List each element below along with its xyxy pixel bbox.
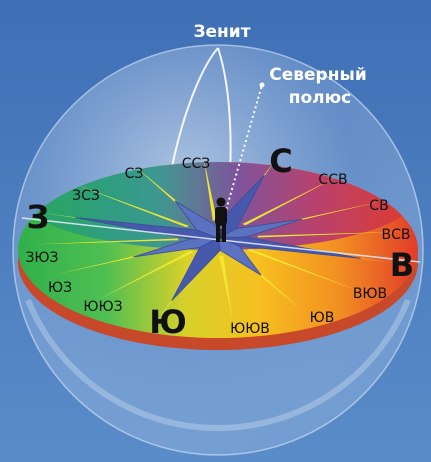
direction-nw-label: СЗ — [125, 166, 144, 182]
cardinal-west-label: З — [27, 198, 50, 236]
compass-ray — [97, 250, 194, 300]
zenith-label: Зенит — [193, 22, 250, 42]
east-west-axis — [21, 217, 421, 263]
observer-figure — [215, 197, 227, 242]
direction-ene-label: ВСВ — [382, 227, 411, 243]
compass-ray — [219, 255, 233, 320]
cardinal-north-label: С — [269, 142, 292, 180]
compass-ray — [242, 176, 339, 226]
direction-wsw-label: ЗЮЗ — [25, 250, 58, 266]
compass-ray — [257, 231, 403, 238]
compass-ray — [33, 238, 179, 245]
north-pole-label-line1: Северный — [269, 65, 367, 85]
direction-nne-label: ССВ — [318, 172, 347, 188]
north-pole-label-line2: полюс — [289, 88, 351, 108]
north-pole-point — [259, 82, 265, 88]
sphere-highlight — [25, 298, 411, 431]
cardinal-south-label: Ю — [149, 303, 187, 341]
compass-ray — [247, 248, 359, 291]
direction-sw-label: ЮЗ — [48, 280, 72, 296]
compass-ray — [203, 156, 217, 221]
direction-ese-label: ВЮВ — [353, 286, 387, 302]
direction-se-label: ЮВ — [310, 310, 335, 326]
direction-sse-label: ЮЮВ — [230, 321, 270, 337]
compass-ray — [77, 185, 189, 228]
cardinal-east-label: В — [390, 246, 414, 284]
direction-nnw-label: ССЗ — [182, 156, 211, 172]
direction-wnw-label: ЗСЗ — [72, 188, 100, 204]
direction-ssw-label: ЮЮЗ — [83, 299, 122, 315]
direction-ne-label: СВ — [369, 198, 388, 214]
